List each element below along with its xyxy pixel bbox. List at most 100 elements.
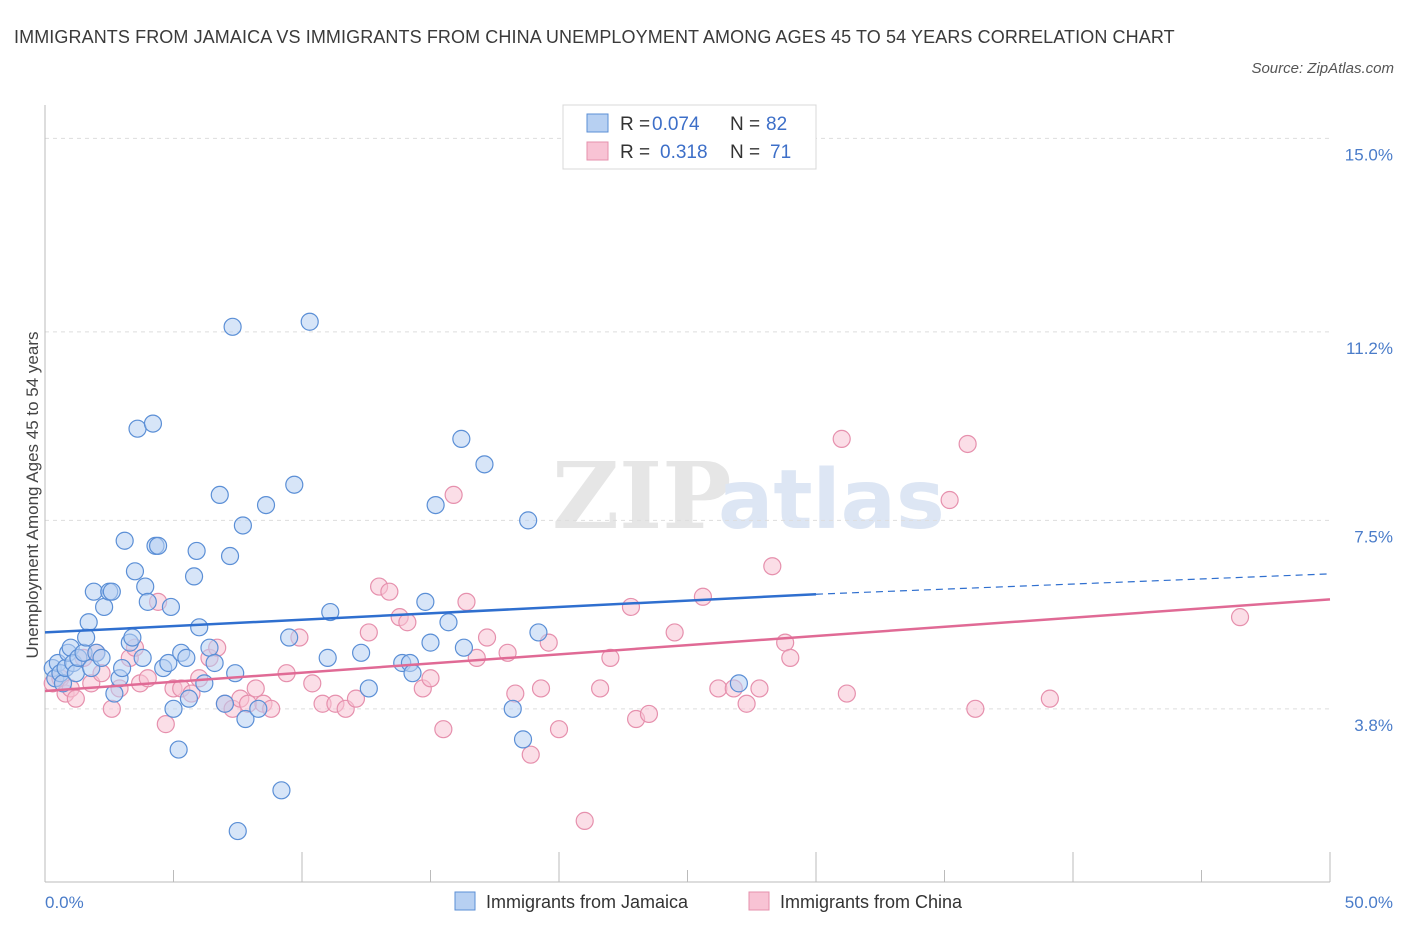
china-point	[506, 684, 525, 703]
legend-jamaica-n-label: N =	[730, 114, 760, 135]
jamaica-point	[513, 730, 533, 749]
top-legend: R = 0.074 N = 82 R = 0.318 N = 71	[562, 104, 817, 170]
x-tick-label-max: 50.0%	[1345, 893, 1393, 912]
jamaica-point	[454, 638, 474, 657]
jamaica-point	[280, 628, 299, 647]
y-tick-label: 7.5%	[1354, 527, 1393, 546]
jamaica-point	[359, 679, 378, 698]
legend-jamaica-swatch	[586, 113, 609, 133]
china-point	[837, 684, 856, 703]
jamaica-point	[200, 638, 219, 657]
jamaica-point	[184, 567, 204, 586]
trend-lines	[44, 573, 1331, 693]
jamaica-point	[475, 455, 494, 474]
jamaica-point	[529, 623, 548, 642]
jamaica-point	[125, 562, 145, 581]
jamaica-point	[159, 653, 178, 673]
y-axis-label: Unemployment Among Ages 45 to 54 years	[23, 332, 42, 659]
legend-china-r-value: 0.318	[660, 142, 708, 163]
legend-jamaica-r-label: R =	[620, 114, 650, 135]
jamaica-point	[79, 613, 98, 632]
jamaica-point	[236, 709, 255, 729]
jamaica-point	[177, 648, 196, 667]
china-point	[421, 669, 440, 688]
china-point	[156, 715, 175, 734]
jamaica-point	[164, 699, 183, 718]
china-point	[966, 699, 985, 718]
china-point	[102, 699, 121, 718]
jamaica-trend-extension	[815, 573, 1331, 595]
bottom-legend-china-label: Immigrants from China	[780, 892, 963, 912]
jamaica-point	[403, 664, 422, 683]
jamaica-point	[426, 495, 445, 515]
legend-jamaica-r-value: 0.074	[652, 114, 700, 135]
jamaica-point	[439, 613, 458, 632]
jamaica-point	[300, 312, 319, 331]
jamaica-point	[169, 740, 188, 759]
jamaica-point	[321, 602, 340, 622]
jamaica-point	[138, 592, 157, 611]
china-point	[303, 674, 322, 693]
jamaica-point	[115, 531, 134, 550]
y-tick-label: 3.8%	[1354, 716, 1393, 735]
jamaica-point	[143, 414, 163, 433]
china-point	[750, 679, 769, 698]
jamaica-point	[452, 429, 471, 448]
legend-china-n-label: N =	[730, 142, 760, 163]
axes: 3.8% 7.5% 11.2% 15.0% 0.0% 50.0%	[44, 105, 1393, 912]
jamaica-trend-line	[44, 592, 817, 634]
china-point	[958, 434, 977, 454]
jamaica-point	[215, 694, 234, 713]
watermark-atlas: atlas	[718, 453, 945, 548]
jamaica-point	[102, 582, 121, 601]
legend-china-swatch	[586, 141, 609, 161]
jamaica-point	[205, 653, 224, 673]
china-point	[359, 623, 378, 642]
china-point	[591, 679, 610, 698]
china-point	[398, 613, 417, 632]
jamaica-point	[416, 592, 435, 611]
china-point	[521, 745, 540, 764]
jamaica-point	[421, 633, 440, 652]
china-point	[665, 623, 684, 642]
jamaica-point	[228, 821, 247, 841]
china-point	[763, 557, 782, 576]
jamaica-point	[112, 658, 132, 678]
jamaica-point	[195, 674, 214, 693]
jamaica-point	[223, 317, 242, 336]
china-point	[693, 587, 713, 606]
china-point	[940, 490, 959, 510]
legend-jamaica-n-value: 82	[766, 114, 787, 135]
jamaica-point	[190, 618, 209, 637]
jamaica-point	[148, 536, 168, 555]
jamaica-point	[318, 648, 337, 667]
jamaica-point	[729, 674, 749, 693]
y-tick-label: 15.0%	[1345, 145, 1393, 164]
jamaica-point	[285, 475, 304, 494]
jamaica-point	[179, 689, 199, 708]
china-point	[346, 689, 366, 708]
bottom-legend-china-swatch	[748, 891, 770, 911]
watermark-zip: ZIP	[552, 442, 731, 550]
bottom-legend-jamaica-swatch	[454, 891, 476, 911]
china-point	[709, 679, 728, 698]
china-point	[832, 429, 851, 448]
jamaica-point	[92, 648, 111, 667]
legend-china-r-label: R =	[620, 142, 650, 163]
legend-china-n-value: 71	[770, 142, 791, 163]
jamaica-point	[66, 664, 85, 683]
china-point	[575, 811, 594, 830]
jamaica-point	[226, 664, 245, 683]
jamaica-point	[133, 648, 152, 667]
china-point	[549, 720, 569, 739]
china-point	[467, 648, 486, 667]
china-point	[737, 694, 756, 713]
china-point	[246, 679, 265, 698]
china-point	[781, 648, 800, 667]
jamaica-point	[220, 546, 240, 566]
china-point	[621, 597, 641, 617]
jamaica-point	[249, 699, 268, 718]
jamaica-point	[84, 582, 103, 601]
jamaica-point	[256, 495, 276, 515]
